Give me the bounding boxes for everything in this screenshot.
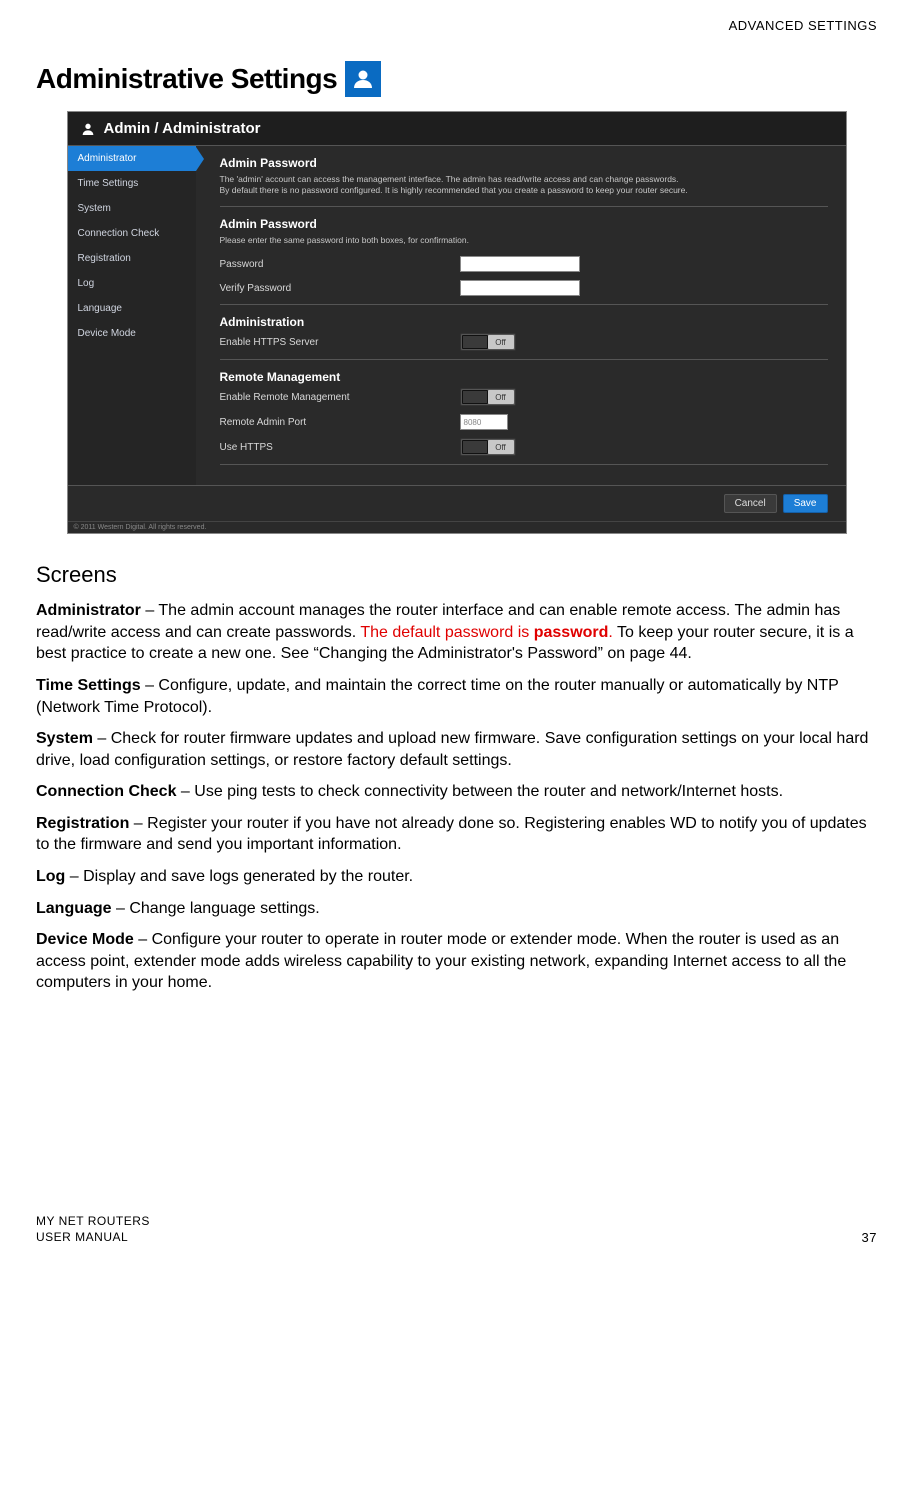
text-red: The default password is bbox=[360, 624, 533, 641]
text: – Register your router if you have not a… bbox=[36, 815, 867, 854]
ss-row-usehttps: Use HTTPS Off bbox=[220, 438, 828, 456]
desc-log: Log – Display and save logs generated by… bbox=[36, 866, 877, 888]
desc-registration: Registration – Register your router if y… bbox=[36, 813, 877, 856]
footer-line2: USER MANUAL bbox=[36, 1230, 150, 1246]
desc-connection: Connection Check – Use ping tests to che… bbox=[36, 781, 877, 803]
label-time: Time Settings bbox=[36, 677, 141, 694]
page-title-row: Administrative Settings bbox=[36, 61, 877, 97]
usehttps-toggle[interactable]: Off bbox=[460, 438, 516, 456]
desc-language: Language – Change language settings. bbox=[36, 898, 877, 920]
ss-divider bbox=[220, 464, 828, 465]
text: – Configure, update, and maintain the co… bbox=[36, 677, 838, 716]
ss-label-verify: Verify Password bbox=[220, 283, 460, 294]
ss-sect1-desc: The 'admin' account can access the manag… bbox=[220, 174, 828, 196]
sidebar-item-administrator[interactable]: Administrator bbox=[68, 146, 196, 171]
ss-row-port: Remote Admin Port 8080 bbox=[220, 414, 828, 430]
https-toggle[interactable]: Off bbox=[460, 333, 516, 351]
label-registration: Registration bbox=[36, 815, 129, 832]
ss-label-remote: Enable Remote Management bbox=[220, 392, 460, 403]
ss-row-verify: Verify Password bbox=[220, 280, 828, 296]
toggle-off-label: Off bbox=[488, 440, 514, 454]
password-input[interactable] bbox=[460, 256, 580, 272]
router-ui-screenshot: Admin / Administrator Administrator Time… bbox=[67, 111, 847, 534]
toggle-off-label: Off bbox=[488, 390, 514, 404]
text: – Use ping tests to check connectivity b… bbox=[176, 783, 783, 800]
sidebar-item-system[interactable]: System bbox=[68, 196, 196, 221]
desc-administrator: Administrator – The admin account manage… bbox=[36, 600, 877, 665]
section-header: ADVANCED SETTINGS bbox=[36, 0, 877, 61]
screens-heading: Screens bbox=[36, 562, 877, 588]
sidebar-item-registration[interactable]: Registration bbox=[68, 246, 196, 271]
ss-row-remote: Enable Remote Management Off bbox=[220, 388, 828, 406]
ss-titlebar-text: Admin / Administrator bbox=[104, 120, 261, 137]
page-title: Administrative Settings bbox=[36, 63, 337, 95]
ss-copyright: © 2011 Western Digital. All rights reser… bbox=[68, 521, 846, 533]
sidebar-item-device-mode[interactable]: Device Mode bbox=[68, 321, 196, 346]
cancel-button[interactable]: Cancel bbox=[724, 494, 777, 513]
sidebar-item-log[interactable]: Log bbox=[68, 271, 196, 296]
text: – Configure your router to operate in ro… bbox=[36, 931, 846, 991]
desc-time: Time Settings – Configure, update, and m… bbox=[36, 675, 877, 718]
text-red-bold: password bbox=[534, 624, 609, 641]
port-input[interactable]: 8080 bbox=[460, 414, 508, 430]
page-footer: MY NET ROUTERS USER MANUAL 37 bbox=[36, 1214, 877, 1275]
ss-label-usehttps: Use HTTPS bbox=[220, 442, 460, 453]
ss-sect1-d1: The 'admin' account can access the manag… bbox=[220, 174, 679, 184]
footer-left: MY NET ROUTERS USER MANUAL bbox=[36, 1214, 150, 1245]
ss-divider bbox=[220, 206, 828, 207]
ss-sect1-d2: By default there is no password configur… bbox=[220, 185, 688, 195]
text: – Check for router firmware updates and … bbox=[36, 730, 868, 769]
label-administrator: Administrator bbox=[36, 602, 141, 619]
remote-toggle[interactable]: Off bbox=[460, 388, 516, 406]
text: – Display and save logs generated by the… bbox=[65, 868, 413, 885]
ss-titlebar: Admin / Administrator bbox=[68, 112, 846, 146]
ss-label-port: Remote Admin Port bbox=[220, 417, 460, 428]
ss-main: Admin Password The 'admin' account can a… bbox=[196, 146, 846, 485]
page-number: 37 bbox=[862, 1230, 877, 1245]
person-icon bbox=[80, 121, 96, 137]
ss-divider bbox=[220, 304, 828, 305]
label-language: Language bbox=[36, 900, 112, 917]
label-connection: Connection Check bbox=[36, 783, 176, 800]
ss-sect1-title: Admin Password bbox=[220, 156, 828, 170]
sidebar-item-connection-check[interactable]: Connection Check bbox=[68, 221, 196, 246]
ss-sect3-title: Administration bbox=[220, 315, 828, 329]
desc-device-mode: Device Mode – Configure your router to o… bbox=[36, 929, 877, 994]
ss-actions: Cancel Save bbox=[68, 485, 846, 521]
save-button[interactable]: Save bbox=[783, 494, 828, 513]
sidebar-item-language[interactable]: Language bbox=[68, 296, 196, 321]
admin-icon bbox=[345, 61, 381, 97]
ss-sect2-title: Admin Password bbox=[220, 217, 828, 231]
desc-system: System – Check for router firmware updat… bbox=[36, 728, 877, 771]
ss-divider bbox=[220, 359, 828, 360]
text: – Change language settings. bbox=[112, 900, 320, 917]
footer-line1: MY NET ROUTERS bbox=[36, 1214, 150, 1230]
ss-label-https: Enable HTTPS Server bbox=[220, 337, 460, 348]
ss-row-password: Password bbox=[220, 256, 828, 272]
ss-row-https: Enable HTTPS Server Off bbox=[220, 333, 828, 351]
label-system: System bbox=[36, 730, 93, 747]
ss-sect4-title: Remote Management bbox=[220, 370, 828, 384]
ss-label-password: Password bbox=[220, 259, 460, 270]
toggle-off-label: Off bbox=[488, 335, 514, 349]
ss-sect2-desc: Please enter the same password into both… bbox=[220, 235, 828, 246]
sidebar-item-time-settings[interactable]: Time Settings bbox=[68, 171, 196, 196]
verify-password-input[interactable] bbox=[460, 280, 580, 296]
label-log: Log bbox=[36, 868, 65, 885]
ss-sidebar: Administrator Time Settings System Conne… bbox=[68, 146, 196, 485]
label-device-mode: Device Mode bbox=[36, 931, 134, 948]
